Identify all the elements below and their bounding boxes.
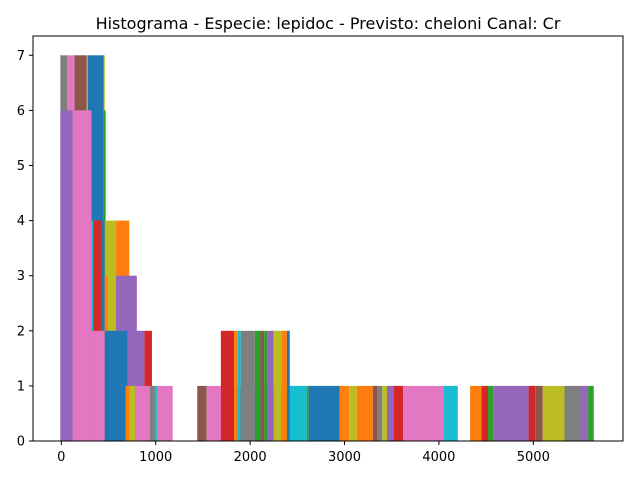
- histogram-bar: [104, 330, 128, 441]
- histogram-bar: [273, 330, 282, 441]
- histogram-bar: [267, 330, 274, 441]
- histogram-bar: [100, 220, 105, 441]
- x-tick-label: 0: [57, 450, 65, 465]
- histogram-bar: [72, 110, 92, 441]
- histogram-bar: [134, 385, 151, 441]
- histogram-bar: [535, 385, 543, 441]
- histogram-bar: [155, 385, 158, 441]
- histogram-bar: [89, 330, 105, 441]
- bars-group: [60, 55, 594, 441]
- histogram-bar: [443, 385, 458, 441]
- histogram-bar: [286, 330, 290, 441]
- histogram-bar: [481, 385, 489, 441]
- x-axis: 0 1000 2000 3000 4000 5000: [57, 441, 550, 465]
- histogram-bar: [104, 220, 117, 441]
- histogram-bar: [306, 385, 309, 441]
- x-tick-label: 2000: [234, 450, 267, 465]
- histogram-bar: [493, 385, 529, 441]
- histogram-bar: [387, 385, 394, 441]
- histogram-bar: [220, 330, 235, 441]
- histogram-bar: [91, 220, 94, 441]
- chart-title: Histograma - Especie: lepidoc - Previsto…: [96, 14, 561, 33]
- histogram-bar: [377, 385, 383, 441]
- histogram-bar: [254, 330, 261, 441]
- x-tick-label: 5000: [517, 450, 550, 465]
- histogram-bar: [93, 220, 101, 441]
- y-tick-label: 5: [17, 159, 25, 174]
- histogram-bar: [287, 385, 307, 441]
- y-tick-label: 2: [17, 324, 25, 339]
- x-tick-label: 4000: [422, 450, 455, 465]
- histogram-bar: [542, 385, 565, 441]
- y-tick-label: 3: [17, 269, 25, 284]
- histogram-bar: [234, 330, 238, 441]
- y-tick-label: 7: [17, 49, 25, 64]
- y-tick-label: 4: [17, 214, 25, 229]
- histogram-bar: [488, 385, 494, 441]
- y-tick-label: 0: [17, 435, 25, 450]
- histogram-bar: [157, 385, 173, 441]
- histogram-bar: [150, 385, 156, 441]
- histogram-bar: [382, 385, 387, 441]
- x-tick-label: 1000: [139, 450, 172, 465]
- histogram-bar: [197, 385, 207, 441]
- histogram-bar: [339, 385, 350, 441]
- histogram-bar: [356, 385, 373, 441]
- histogram-bar: [125, 385, 130, 441]
- histogram-bar: [308, 385, 340, 441]
- y-tick-label: 1: [17, 379, 25, 394]
- histogram-bar: [564, 385, 581, 441]
- histogram-bar: [129, 385, 135, 441]
- y-axis: 0 1 2 3 4 5 6 7: [17, 49, 33, 450]
- histogram-bar: [349, 385, 357, 441]
- plot-frame: [32, 35, 624, 442]
- histogram-bar: [240, 330, 255, 441]
- y-tick-label: 6: [17, 104, 25, 119]
- histogram-bar: [281, 330, 287, 441]
- histogram-bar: [237, 330, 241, 441]
- histogram-bar: [528, 385, 536, 441]
- histogram-bar: [580, 385, 589, 441]
- histogram-bar: [260, 330, 265, 441]
- histogram-bar: [470, 385, 482, 441]
- histogram-bar: [393, 385, 404, 441]
- x-tick-label: 3000: [328, 450, 361, 465]
- histogram-bar: [372, 385, 378, 441]
- histogram-bar: [403, 385, 444, 441]
- histogram-bar: [60, 110, 73, 441]
- histogram-bar: [264, 330, 268, 441]
- histogram-bar: [588, 385, 594, 441]
